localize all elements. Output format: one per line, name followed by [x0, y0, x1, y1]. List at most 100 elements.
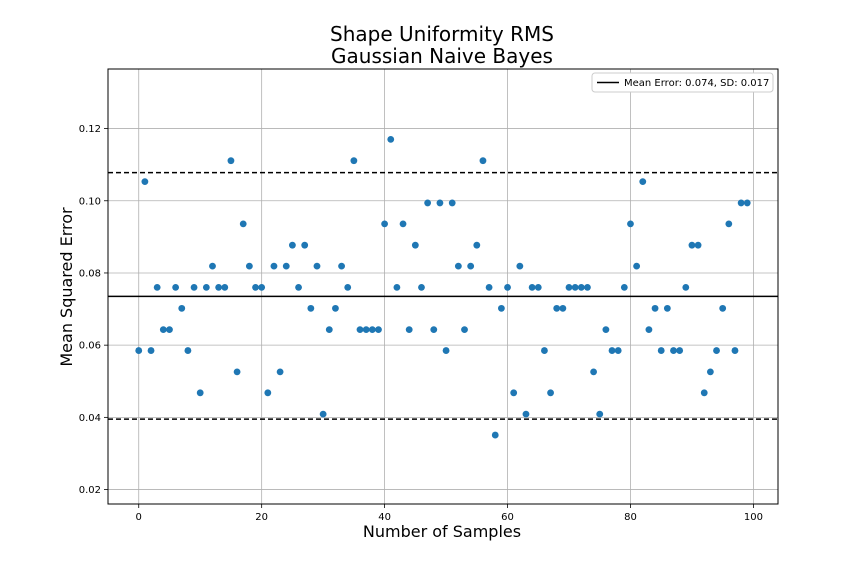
data-point	[436, 199, 444, 207]
data-point	[442, 347, 450, 354]
data-point	[633, 262, 641, 270]
data-point	[596, 410, 604, 418]
data-point	[670, 347, 677, 354]
data-point	[344, 284, 352, 291]
data-point	[221, 284, 229, 291]
data-point	[731, 347, 739, 354]
y-axis-label: Mean Squared Error	[57, 207, 76, 367]
data-point	[282, 262, 290, 270]
data-point	[362, 326, 370, 334]
data-point	[620, 284, 628, 291]
data-point	[516, 262, 524, 270]
data-point	[467, 262, 475, 270]
data-point	[454, 262, 462, 270]
data-point	[215, 284, 223, 291]
data-point	[178, 304, 186, 312]
data-point	[663, 304, 671, 312]
x-tick-label: 80	[624, 512, 637, 523]
data-point	[313, 262, 321, 270]
data-point	[264, 389, 272, 397]
data-point	[491, 431, 499, 439]
data-point	[295, 284, 302, 291]
data-point	[338, 262, 345, 270]
data-point	[676, 347, 684, 354]
data-point	[289, 241, 296, 249]
legend: Mean Error: 0.074, SD: 0.017	[591, 72, 774, 93]
data-point	[239, 220, 247, 228]
data-point	[700, 389, 708, 397]
y-tick-label: 0.12	[79, 124, 101, 135]
chart-subtitle: Gaussian Naive Bayes	[331, 44, 553, 68]
data-point	[577, 284, 585, 291]
data-point	[227, 157, 235, 165]
data-point	[190, 284, 198, 291]
data-point	[245, 262, 253, 270]
data-point	[719, 304, 727, 312]
y-tick-label: 0.04	[79, 413, 101, 424]
data-point	[559, 304, 567, 312]
data-point	[307, 304, 315, 312]
data-point	[571, 284, 579, 291]
data-point	[350, 157, 358, 165]
y-tick-label: 0.10	[79, 196, 101, 207]
chart-title: Shape Uniformity RMS	[330, 22, 554, 46]
data-point	[504, 284, 511, 291]
data-point	[479, 157, 487, 165]
data-point	[590, 368, 597, 376]
grid	[108, 69, 778, 504]
data-point	[682, 284, 690, 291]
legend-box	[591, 72, 774, 93]
data-point	[461, 326, 468, 334]
data-point	[356, 326, 364, 334]
data-point	[448, 199, 456, 207]
data-point	[270, 262, 278, 270]
data-point	[184, 347, 192, 354]
x-axis-label: Number of Samples	[363, 522, 521, 541]
data-point	[252, 284, 259, 291]
data-point	[657, 347, 665, 354]
x-tick-label: 0	[136, 512, 142, 523]
data-point	[159, 326, 167, 334]
data-point	[614, 347, 622, 354]
x-tick-label: 20	[255, 512, 268, 523]
data-point	[627, 220, 634, 228]
x-tick-label: 100	[744, 512, 763, 523]
data-point	[565, 284, 573, 291]
data-point	[645, 326, 653, 334]
data-point	[276, 368, 284, 376]
data-point	[166, 326, 173, 334]
data-point	[424, 199, 432, 207]
data-point	[743, 199, 751, 207]
data-point	[553, 304, 561, 312]
data-point	[485, 284, 493, 291]
plot-area-frame	[107, 68, 779, 505]
data-point	[534, 284, 542, 291]
data-point	[172, 284, 180, 291]
data-point	[706, 368, 714, 376]
data-point	[153, 284, 161, 291]
data-point	[399, 220, 407, 228]
data-point	[497, 304, 505, 312]
data-point	[430, 326, 438, 334]
data-point	[209, 262, 216, 270]
x-tick-label: 40	[378, 512, 391, 523]
data-point	[737, 199, 745, 207]
data-point	[368, 326, 376, 334]
data-point	[608, 347, 616, 354]
data-point	[418, 284, 425, 291]
data-point	[325, 326, 333, 334]
data-point	[196, 389, 204, 397]
data-point	[639, 178, 647, 186]
data-point	[405, 326, 413, 334]
y-tick-label: 0.02	[79, 485, 101, 496]
data-point	[688, 241, 696, 249]
data-point	[141, 178, 149, 186]
data-point	[694, 241, 702, 249]
data-points	[135, 135, 751, 439]
data-point	[387, 135, 395, 143]
data-point	[602, 326, 610, 334]
data-point	[725, 220, 733, 228]
data-point	[332, 304, 339, 312]
data-point	[411, 241, 419, 249]
